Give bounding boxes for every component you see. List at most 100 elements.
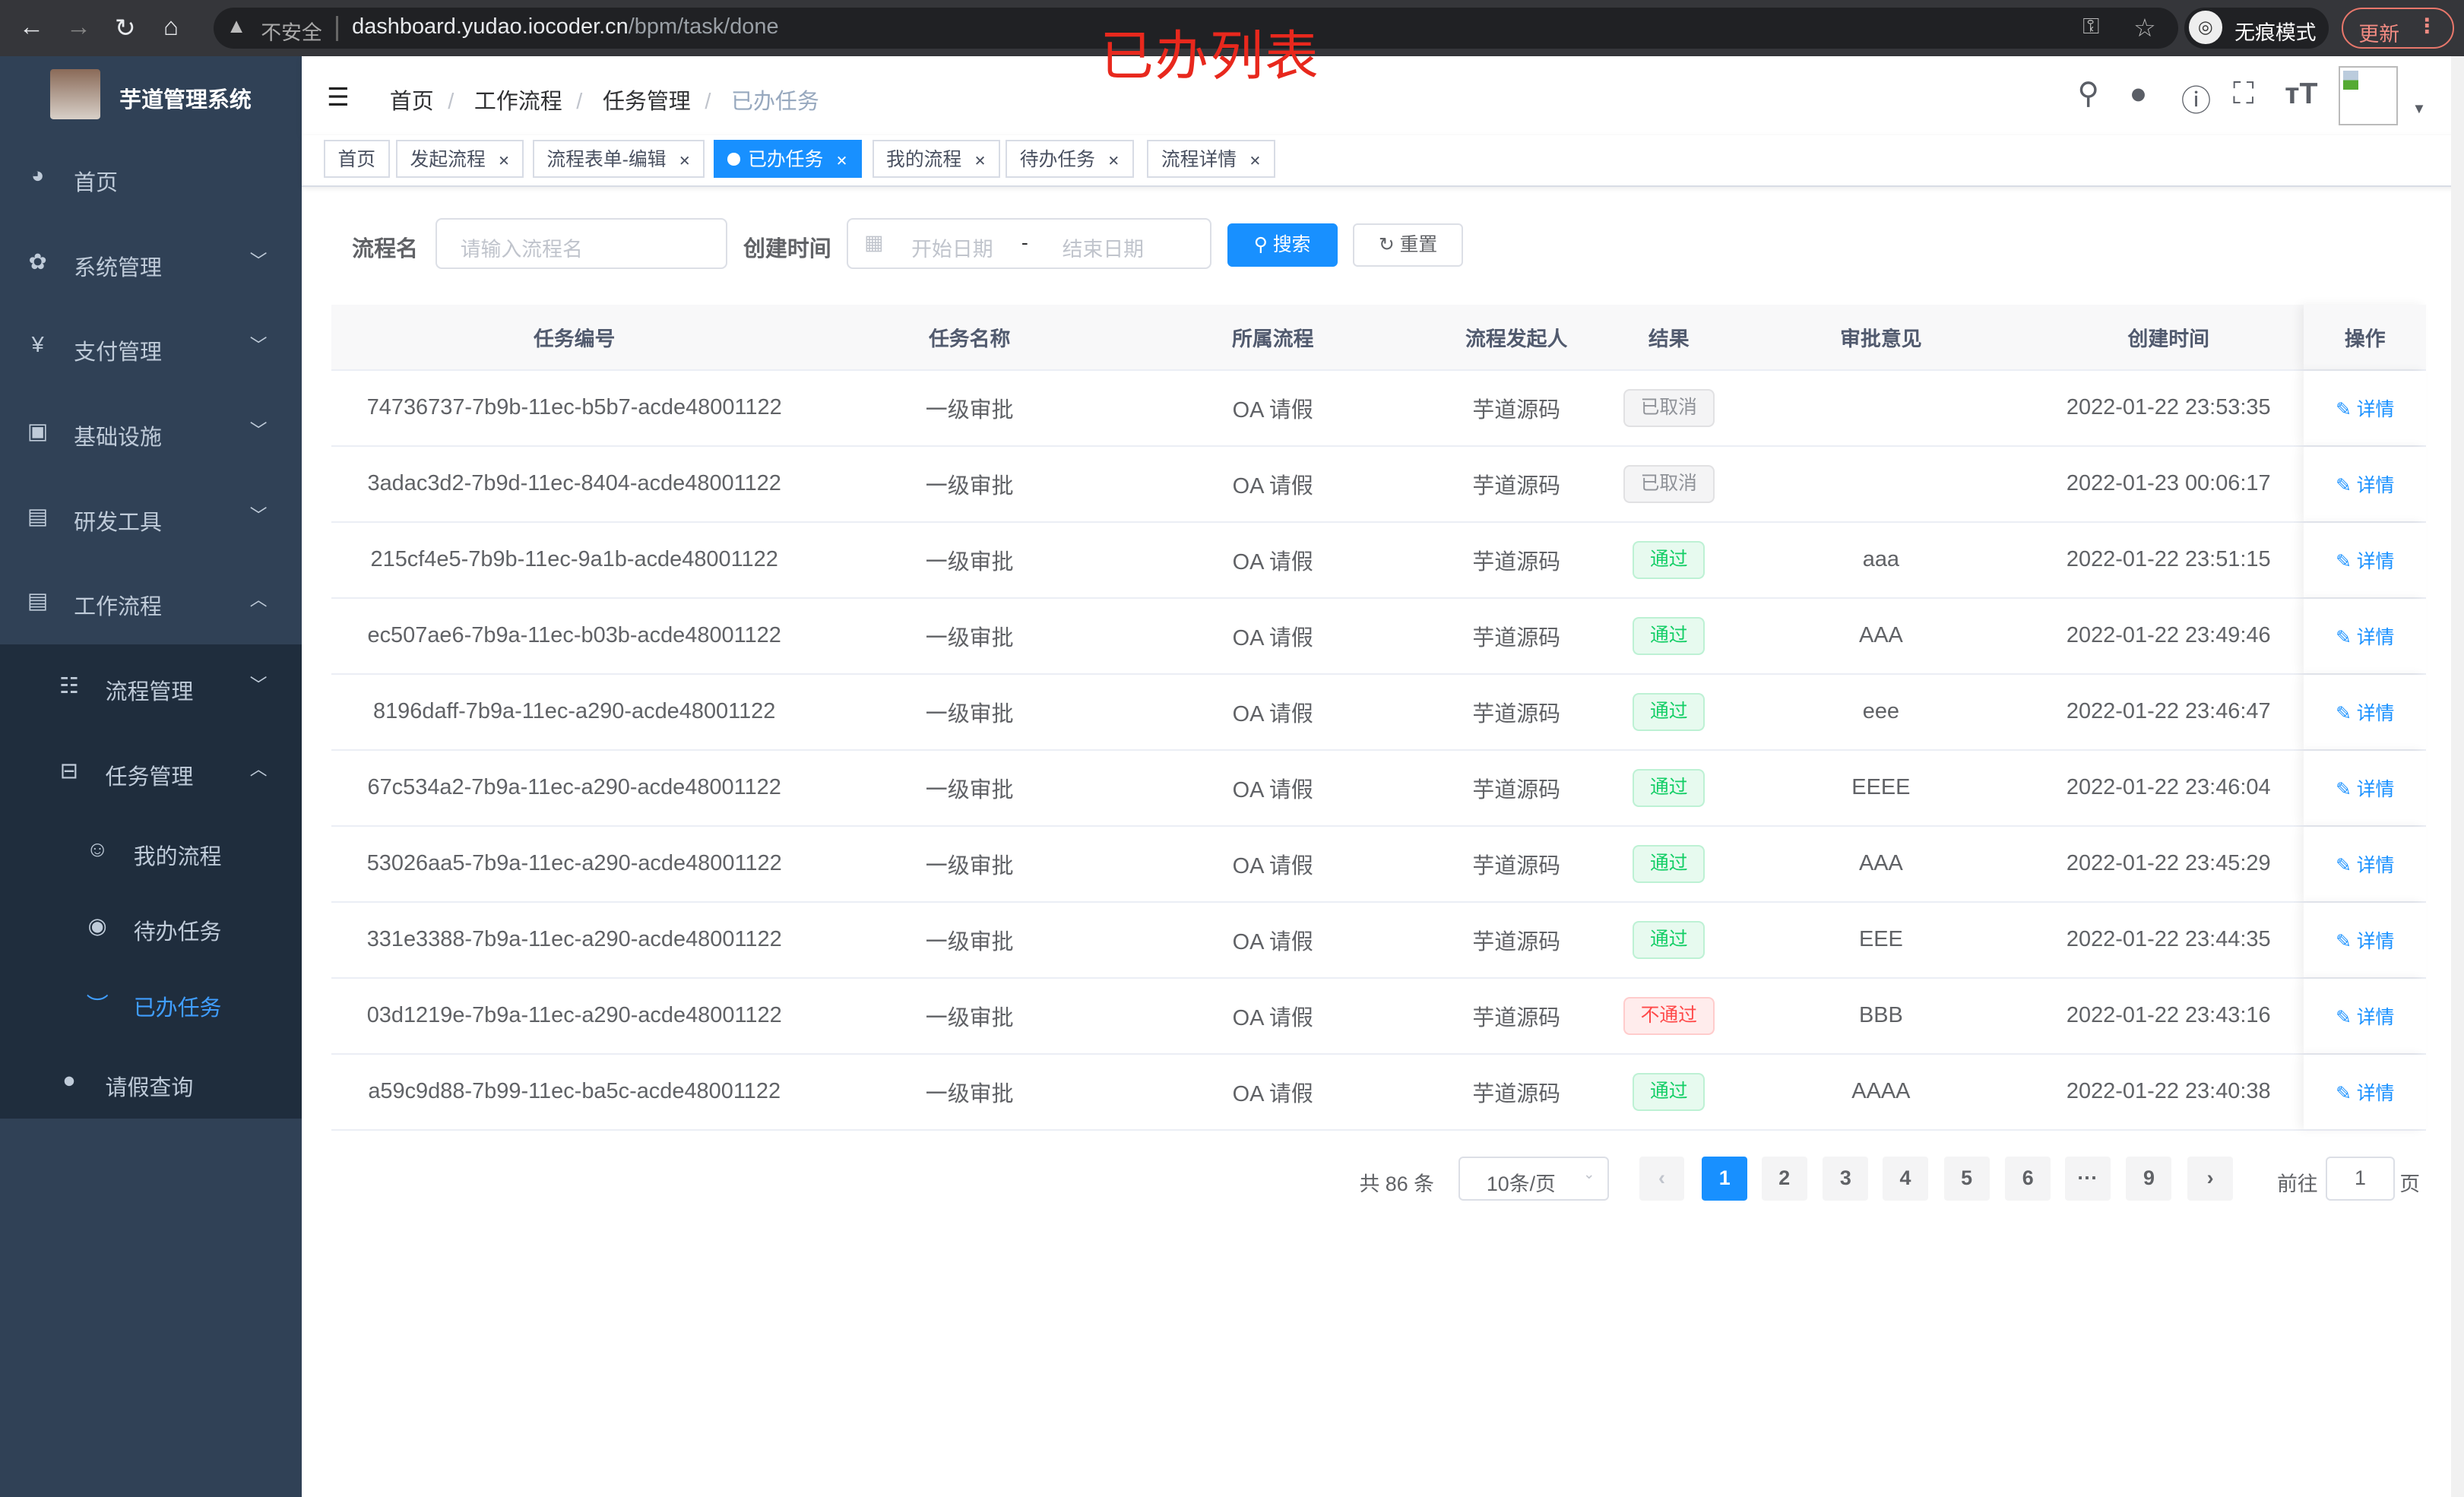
table-cell: EEE bbox=[1858, 927, 1903, 952]
sidebar-item[interactable]: ◕ 首页 bbox=[0, 135, 302, 220]
url-text[interactable]: dashboard.yudao.iocoder.cn/bpm/task/done bbox=[352, 14, 778, 40]
table-row: 8196daff-7b9a-11ec-a290-acde48001122 一级审批… bbox=[331, 674, 2427, 751]
detail-link[interactable]: ✎ 详情 bbox=[2336, 926, 2394, 954]
sidebar-item[interactable]: ▣ 基础设施 ﹀ bbox=[0, 390, 302, 475]
breadcrumb: 首页 / 工作流程 / 任务管理 / 已办任务 bbox=[389, 89, 819, 114]
column-header: 任务名称 bbox=[928, 327, 1011, 350]
sidebar-item-label: 系统管理 bbox=[74, 255, 162, 280]
detail-link[interactable]: ✎ 详情 bbox=[2336, 774, 2394, 802]
sidebar-item[interactable]: ◉ 待办任务 bbox=[0, 889, 302, 964]
detail-link[interactable]: ✎ 详情 bbox=[2336, 394, 2394, 422]
sidebar-item[interactable]: ☷ 流程管理 ﹀ bbox=[0, 644, 302, 730]
sidebar-item[interactable]: ︶ 已办任务 bbox=[0, 964, 302, 1040]
detail-link[interactable]: ✎ 详情 bbox=[2336, 1078, 2394, 1106]
github-icon[interactable]: ● bbox=[2129, 77, 2148, 111]
result-cell: 通过 bbox=[1609, 523, 1728, 597]
detail-label: 详情 bbox=[2356, 399, 2395, 420]
breadcrumb-item[interactable]: 首页 bbox=[389, 89, 434, 114]
home-icon[interactable]: ⌂ bbox=[163, 12, 179, 41]
reload-icon[interactable]: ↻ bbox=[114, 14, 136, 43]
search-icon[interactable]: ⚲ bbox=[2077, 77, 2100, 111]
hamburger-icon[interactable]: ☰ bbox=[327, 83, 350, 112]
star-icon[interactable]: ☆ bbox=[2133, 14, 2156, 43]
edit-icon: ✎ bbox=[2336, 627, 2357, 648]
table-row: 331e3388-7b9a-11ec-a290-acde48001122 一级审批… bbox=[331, 902, 2427, 979]
sidebar-item[interactable]: ☺ 我的流程 bbox=[0, 814, 302, 889]
search-label: 搜索 bbox=[1272, 234, 1311, 255]
font-size-icon[interactable]: ᴛT bbox=[2285, 77, 2318, 111]
sidebar-item[interactable]: ¥ 支付管理 ﹀ bbox=[0, 305, 302, 390]
page-button[interactable]: 5 bbox=[1943, 1156, 1990, 1201]
process-name-label: 流程名 bbox=[352, 236, 418, 261]
detail-label: 详情 bbox=[2356, 931, 2395, 952]
date-range-picker[interactable]: ▦ 开始日期 - 结束日期 bbox=[847, 218, 1212, 269]
next-page-button[interactable]: › bbox=[2187, 1156, 2234, 1201]
prev-page-button[interactable]: ‹ bbox=[1639, 1156, 1685, 1201]
table-cell: 67c534a2-7b9a-11ec-a290-acde48001122 bbox=[367, 775, 781, 800]
key-icon[interactable]: ⚿ bbox=[2082, 14, 2100, 39]
avatar[interactable] bbox=[2338, 65, 2398, 126]
process-name-input[interactable]: 请输入流程名 bbox=[435, 218, 728, 269]
tag-item[interactable]: 我的流程 ✕ bbox=[872, 140, 1000, 178]
update-button[interactable]: 更新 ⋮ bbox=[2341, 8, 2455, 49]
caret-down-icon[interactable]: ▼ bbox=[2412, 100, 2427, 117]
close-icon[interactable]: ✕ bbox=[498, 153, 510, 169]
tag-item[interactable]: 首页 bbox=[323, 140, 390, 178]
address-bar[interactable]: ▲ 不安全 dashboard.yudao.iocoder.cn/bpm/tas… bbox=[214, 8, 2178, 49]
table-cell: aaa bbox=[1862, 547, 1900, 572]
sidebar-item-label: 请假查询 bbox=[105, 1076, 194, 1101]
incognito-badge[interactable]: ◎ 无痕模式 bbox=[2184, 8, 2329, 49]
end-date-input[interactable]: 结束日期 bbox=[1062, 237, 1145, 261]
sidebar-item[interactable]: ▤ 工作流程 ︿ bbox=[0, 559, 302, 644]
back-icon[interactable]: ← bbox=[18, 12, 44, 41]
search-button[interactable]: ⚲ 搜索 bbox=[1227, 223, 1338, 267]
page-button[interactable]: 9 bbox=[2126, 1156, 2172, 1201]
page-button[interactable]: 2 bbox=[1761, 1156, 1807, 1201]
detail-link[interactable]: ✎ 详情 bbox=[2336, 470, 2394, 498]
detail-link[interactable]: ✎ 详情 bbox=[2336, 850, 2394, 878]
sidebar-item[interactable]: ● 请假查询 bbox=[0, 1040, 302, 1125]
page-button[interactable]: 3 bbox=[1823, 1156, 1869, 1201]
gear-icon: ✿ bbox=[28, 249, 47, 274]
list-icon: ☷ bbox=[59, 673, 79, 698]
tag-item[interactable]: 流程表单-编辑 ✕ bbox=[532, 140, 705, 178]
tag-item[interactable]: 已办任务 ✕ bbox=[713, 140, 862, 178]
reset-button[interactable]: ↻ 重置 bbox=[1353, 223, 1463, 267]
close-icon[interactable]: ✕ bbox=[1107, 153, 1120, 169]
close-icon[interactable]: ✕ bbox=[974, 153, 987, 169]
forward-icon[interactable]: → bbox=[65, 12, 91, 41]
goto-page-input[interactable]: 1 bbox=[2326, 1156, 2395, 1201]
result-cell: 通过 bbox=[1609, 751, 1728, 825]
close-icon[interactable]: ✕ bbox=[679, 153, 691, 169]
detail-link[interactable]: ✎ 详情 bbox=[2336, 698, 2394, 726]
tag-item[interactable]: 流程详情 ✕ bbox=[1147, 140, 1275, 178]
table-cell: 芋道源码 bbox=[1472, 625, 1561, 650]
breadcrumb-item[interactable]: 任务管理 bbox=[602, 89, 691, 114]
total-count: 共 86 条 bbox=[1359, 1173, 1434, 1196]
detail-link[interactable]: ✎ 详情 bbox=[2336, 546, 2394, 574]
sidebar-item[interactable]: ⊟ 任务管理 ︿ bbox=[0, 729, 302, 814]
table-cell: 2022-01-22 23:45:29 bbox=[2066, 851, 2271, 876]
edit-icon: ✎ bbox=[2336, 1083, 2357, 1104]
close-icon[interactable]: ✕ bbox=[835, 153, 848, 169]
sidebar-item[interactable]: ✿ 系统管理 ﹀ bbox=[0, 220, 302, 305]
page-button[interactable]: 4 bbox=[1882, 1156, 1928, 1201]
table-cell: 一级审批 bbox=[925, 701, 1014, 726]
more-pages-button[interactable]: ··· bbox=[2064, 1156, 2111, 1201]
sidebar-item[interactable]: ▤ 研发工具 ﹀ bbox=[0, 474, 302, 559]
page-button[interactable]: 1 bbox=[1702, 1156, 1748, 1201]
breadcrumb-item[interactable]: 工作流程 bbox=[473, 89, 562, 114]
tag-item[interactable]: 发起流程 ✕ bbox=[396, 140, 524, 178]
page-button[interactable]: 6 bbox=[2005, 1156, 2051, 1201]
table-row: 3adac3d2-7b9d-11ec-8404-acde48001122 一级审批… bbox=[331, 446, 2427, 523]
fullscreen-icon[interactable]: ⛶ bbox=[2233, 77, 2254, 111]
scrollbar[interactable] bbox=[2451, 56, 2464, 1497]
detail-link[interactable]: ✎ 详情 bbox=[2336, 1002, 2394, 1030]
close-icon[interactable]: ✕ bbox=[1249, 153, 1262, 169]
tag-item[interactable]: 待办任务 ✕ bbox=[1006, 140, 1134, 178]
sidebar-item-label: 已办任务 bbox=[133, 995, 222, 1021]
page-size-select[interactable]: 10条/页 ⌄ bbox=[1458, 1156, 1610, 1201]
detail-link[interactable]: ✎ 详情 bbox=[2336, 622, 2394, 650]
start-date-input[interactable]: 开始日期 bbox=[911, 237, 993, 261]
help-icon[interactable]: ⓘ bbox=[2181, 84, 2212, 119]
